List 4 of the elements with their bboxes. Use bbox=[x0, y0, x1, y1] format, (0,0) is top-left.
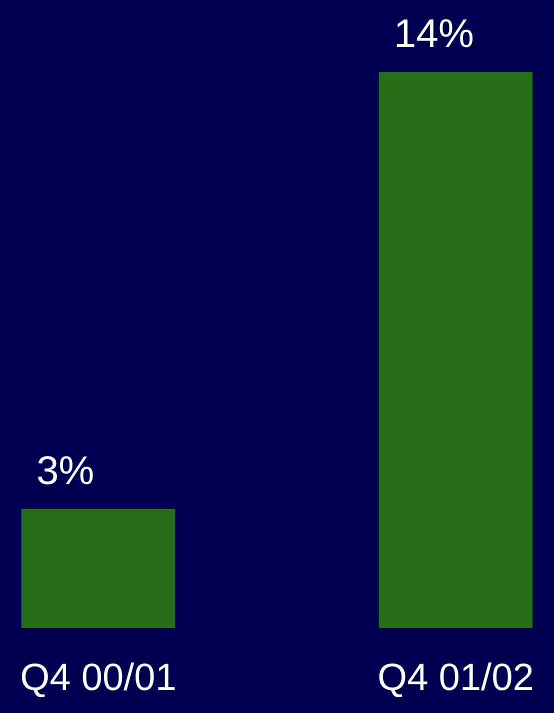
x-tick-label: Q4 00/01 bbox=[20, 657, 176, 699]
x-tick-label: Q4 01/02 bbox=[378, 657, 534, 699]
data-label: 3% bbox=[36, 448, 94, 493]
data-label: 14% bbox=[394, 12, 474, 56]
